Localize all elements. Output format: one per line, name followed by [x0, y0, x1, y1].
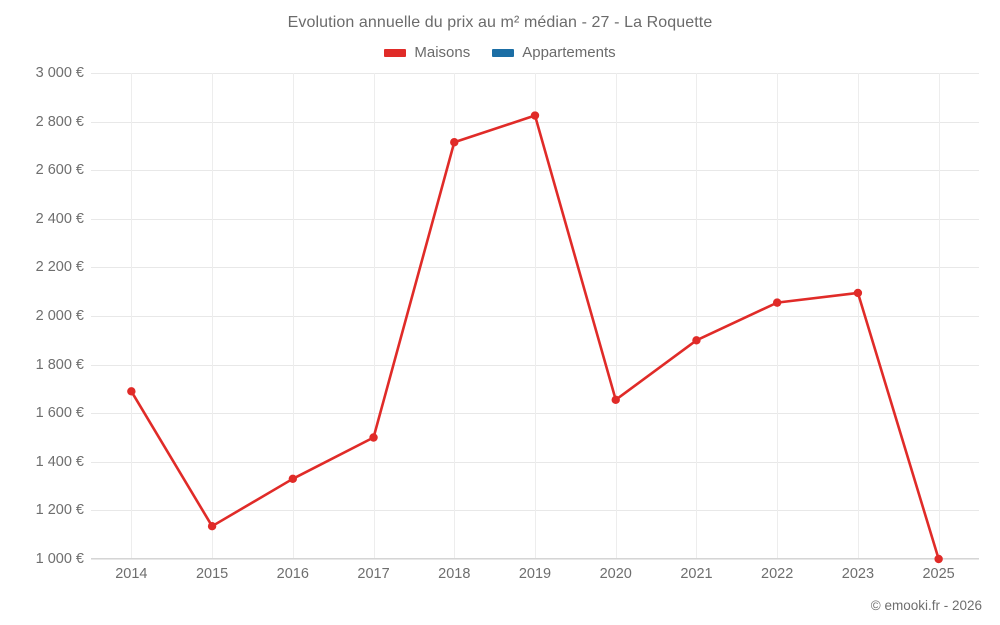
y-axis-tick-label: 2 800 €: [35, 113, 84, 130]
y-axis-tick-label: 1 200 €: [35, 502, 84, 519]
legend-swatch-icon: [384, 48, 407, 57]
chart-legend: Maisons Appartements: [0, 44, 1000, 61]
legend-item-appartements[interactable]: Appartements: [492, 44, 616, 61]
data-point[interactable]: [450, 138, 459, 147]
legend-label: Maisons: [414, 44, 471, 61]
gridline-vertical: [131, 73, 133, 559]
y-axis-tick-label: 1 000 €: [35, 551, 84, 567]
x-axis-tick-label: 2017: [357, 566, 390, 582]
x-axis-line: [91, 558, 979, 559]
series-line-maisons: [130, 114, 940, 561]
gridline-vertical: [373, 73, 375, 559]
data-point[interactable]: [369, 433, 378, 442]
x-axis-tick-label: 2020: [599, 566, 632, 582]
y-axis-tick-label: 1 800 €: [35, 356, 84, 373]
x-axis-tick-label: 2023: [841, 566, 875, 582]
gridline-vertical: [777, 73, 779, 559]
x-axis-tick-label: 2014: [115, 566, 148, 582]
x-axis-tick-label: 2015: [195, 566, 229, 582]
gridline-vertical: [857, 73, 859, 559]
y-axis-tick-label: 2 200 €: [35, 259, 84, 276]
data-point[interactable]: [207, 521, 217, 531]
chart-title: Evolution annuelle du prix au m² médian …: [287, 14, 713, 31]
x-axis-tick-label: 2021: [680, 566, 713, 582]
legend-item-maisons[interactable]: Maisons: [384, 44, 470, 61]
y-axis-tick-label: 2 400 €: [35, 210, 84, 227]
x-axis-tick-label: 2016: [276, 566, 309, 582]
gridline-vertical: [535, 73, 536, 559]
data-point[interactable]: [127, 387, 136, 396]
gridline-horizontal: [91, 559, 979, 560]
data-point[interactable]: [530, 111, 540, 120]
gridline-vertical: [292, 73, 294, 559]
data-point[interactable]: [772, 298, 782, 307]
plot-area: [91, 73, 979, 560]
credit-label: © emooki.fr - 2026: [870, 598, 982, 613]
x-axis-tick-label: 2018: [438, 566, 471, 582]
y-axis-tick-label: 2 600 €: [35, 162, 84, 179]
y-axis-tick-label: 1 400 €: [35, 453, 84, 470]
gridline-vertical: [615, 73, 617, 559]
y-axis-tick-label: 1 600 €: [35, 405, 84, 422]
x-axis-tick-label: 2025: [922, 566, 955, 582]
gridline-vertical: [454, 73, 456, 559]
y-axis-tick-label: 3 000 €: [35, 65, 84, 81]
data-point[interactable]: [692, 336, 701, 345]
legend-swatch-icon: [492, 48, 515, 57]
data-point[interactable]: [934, 554, 943, 564]
data-point[interactable]: [288, 474, 298, 484]
x-axis-tick-label: 2019: [518, 566, 552, 582]
gridline-vertical: [212, 73, 214, 559]
data-point[interactable]: [853, 288, 863, 298]
y-axis: 1 000 € 1 200 € 1 400 € 1 600 € 1 800 € 2 000…: [0, 0, 84, 625]
gridline-vertical: [938, 73, 940, 559]
gridline-vertical: [696, 73, 698, 559]
x-axis-tick-label: 2022: [761, 566, 794, 582]
data-point[interactable]: [611, 395, 620, 405]
y-axis-tick-label: 2 000 €: [35, 308, 84, 324]
legend-label: Appartements: [522, 44, 616, 61]
